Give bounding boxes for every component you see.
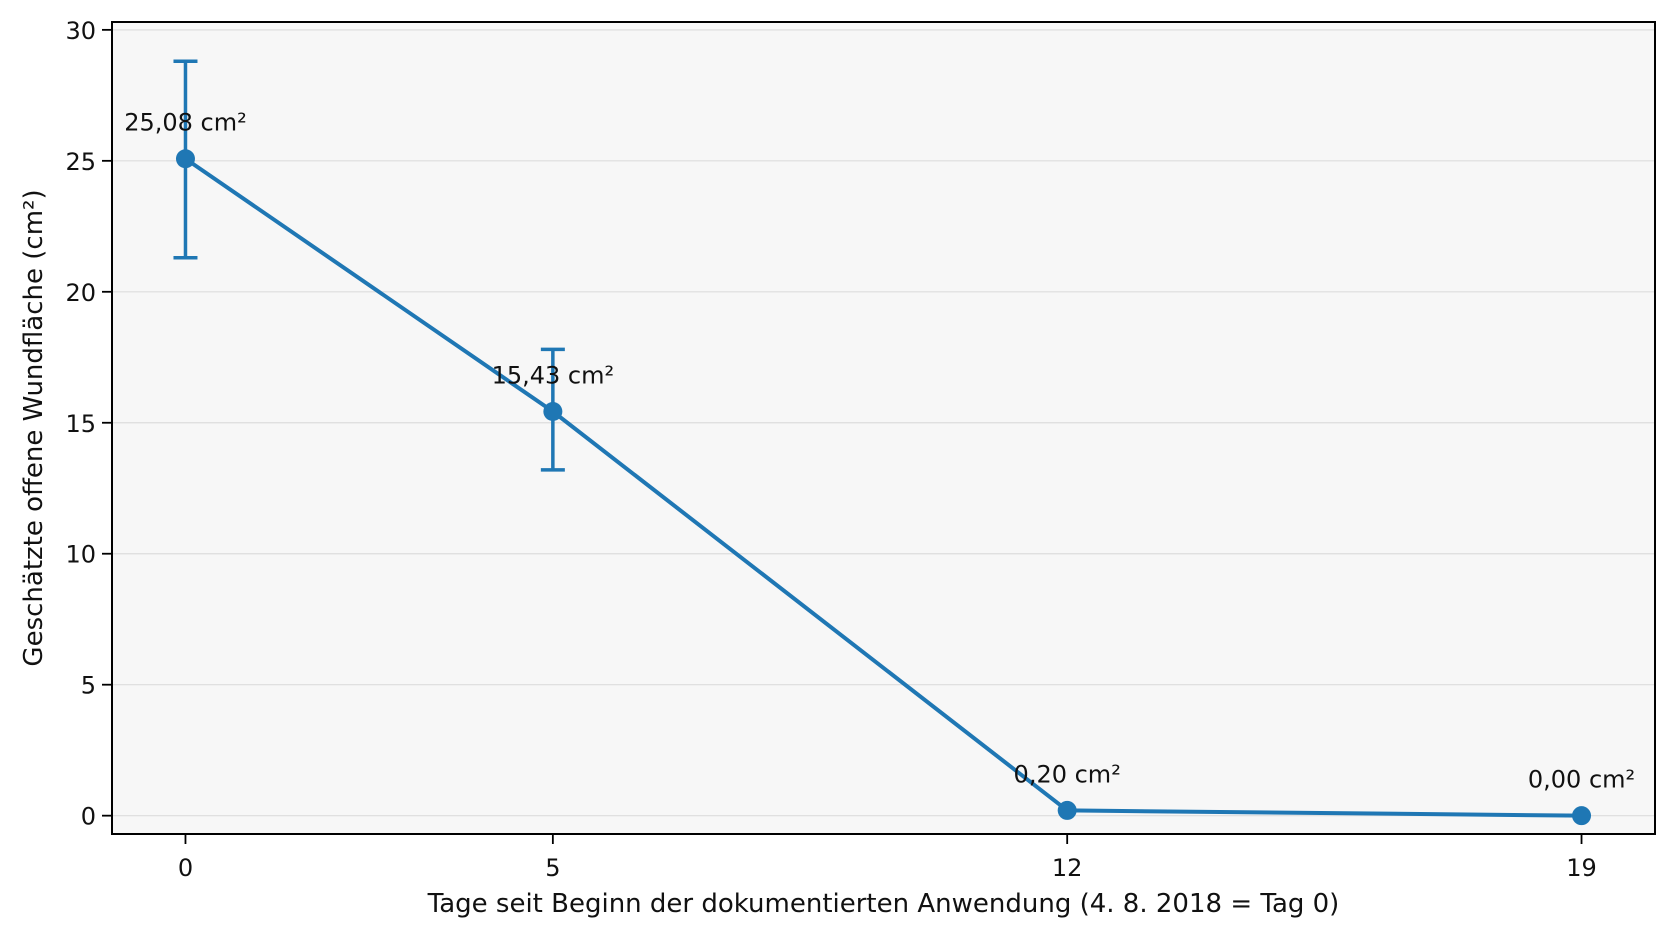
x-axis-ticks: 0 5 12 19 <box>178 834 1597 882</box>
data-point-x19 <box>1572 806 1592 826</box>
x-tick-label-5: 5 <box>545 854 560 882</box>
y-tick-label-5: 5 <box>81 672 96 700</box>
y-tick-label-30: 30 <box>65 17 96 45</box>
y-tick-label-15: 15 <box>65 410 96 438</box>
plot-frame <box>111 21 1656 835</box>
x-tick-label-19: 19 <box>1566 854 1597 882</box>
data-label-x5: 15,43 cm² <box>492 361 615 389</box>
data-label-x12: 0,20 cm² <box>1014 760 1121 788</box>
x-axis-label: Tage seit Beginn der dokumentierten Anwe… <box>427 889 1340 919</box>
data-label-x19: 0,00 cm² <box>1528 766 1635 794</box>
y-tick-label-0: 0 <box>81 803 96 831</box>
y-tick-label-10: 10 <box>65 541 96 569</box>
series-line-0 <box>184 157 1582 818</box>
data-points <box>175 149 1592 826</box>
x-tick-label-12: 12 <box>1052 854 1083 882</box>
x-tick-label-0: 0 <box>178 854 193 882</box>
data-label-x0: 25,08 cm² <box>124 109 247 137</box>
y-tick-label-25: 25 <box>65 148 96 176</box>
series-line-group <box>184 157 1582 818</box>
data-labels: 25,08 cm² 15,43 cm² 0,20 cm² 0,00 cm² <box>124 109 1635 794</box>
data-point-x12 <box>1057 800 1077 820</box>
grid-lines <box>112 29 1655 817</box>
data-point-x5 <box>543 401 563 421</box>
y-axis-ticks: 0 5 10 15 20 25 30 <box>65 17 112 831</box>
data-point-x0 <box>175 149 195 169</box>
plot-background <box>112 22 1655 834</box>
y-axis-label: Geschätzte offene Wundfläche (cm²) <box>19 189 49 666</box>
y-tick-label-20: 20 <box>65 279 96 307</box>
